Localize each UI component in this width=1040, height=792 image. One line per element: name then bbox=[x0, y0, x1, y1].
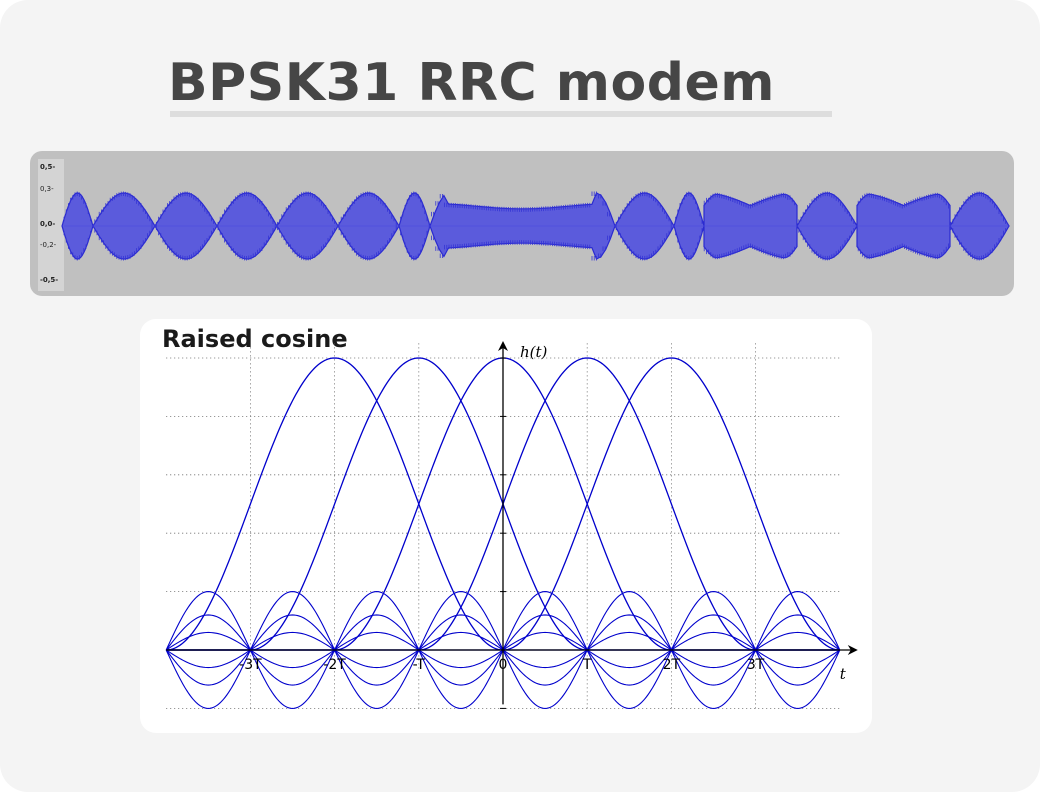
x-tick-label: 2T bbox=[663, 657, 681, 673]
waveform-scale-label: 0,5- bbox=[40, 163, 56, 171]
raised-cosine-plot: h(t) t -3T -2T -T 0 T 2T 3T bbox=[165, 341, 858, 709]
waveform-panel: 0,5- 0,3- 0,0- -0,2- -0,5- bbox=[30, 151, 1014, 296]
x-tick-label: -T bbox=[413, 657, 426, 673]
slide-title: BPSK31 RRC modem bbox=[168, 53, 775, 113]
waveform-amplitude-scale bbox=[38, 159, 64, 291]
raised-cosine-card: Raised cosine h(t) t -3T -2T -T 0 T 2T 3T bbox=[140, 319, 872, 733]
waveform-scale-label: -0,2- bbox=[40, 241, 57, 249]
waveform-scale-label: 0,3- bbox=[40, 185, 54, 193]
x-axis-label: t bbox=[840, 665, 847, 683]
waveform-scale-label: -0,5- bbox=[40, 276, 59, 284]
raised-cosine-title: Raised cosine bbox=[162, 325, 348, 353]
x-tick-label: -2T bbox=[323, 657, 346, 673]
x-axis-arrow bbox=[847, 645, 858, 655]
y-axis-label: h(t) bbox=[520, 343, 548, 361]
title-underline bbox=[170, 111, 832, 117]
y-axis-arrow bbox=[498, 341, 508, 351]
waveform-display bbox=[61, 191, 1010, 261]
waveform-scale-label: 0,0- bbox=[40, 220, 56, 228]
x-tick-label: 3T bbox=[747, 657, 765, 673]
waveform-carrier-detail bbox=[63, 191, 1006, 261]
x-tick-label: T bbox=[582, 657, 592, 673]
x-tick-label: 0 bbox=[499, 657, 508, 673]
x-tick-label: -3T bbox=[239, 657, 262, 673]
